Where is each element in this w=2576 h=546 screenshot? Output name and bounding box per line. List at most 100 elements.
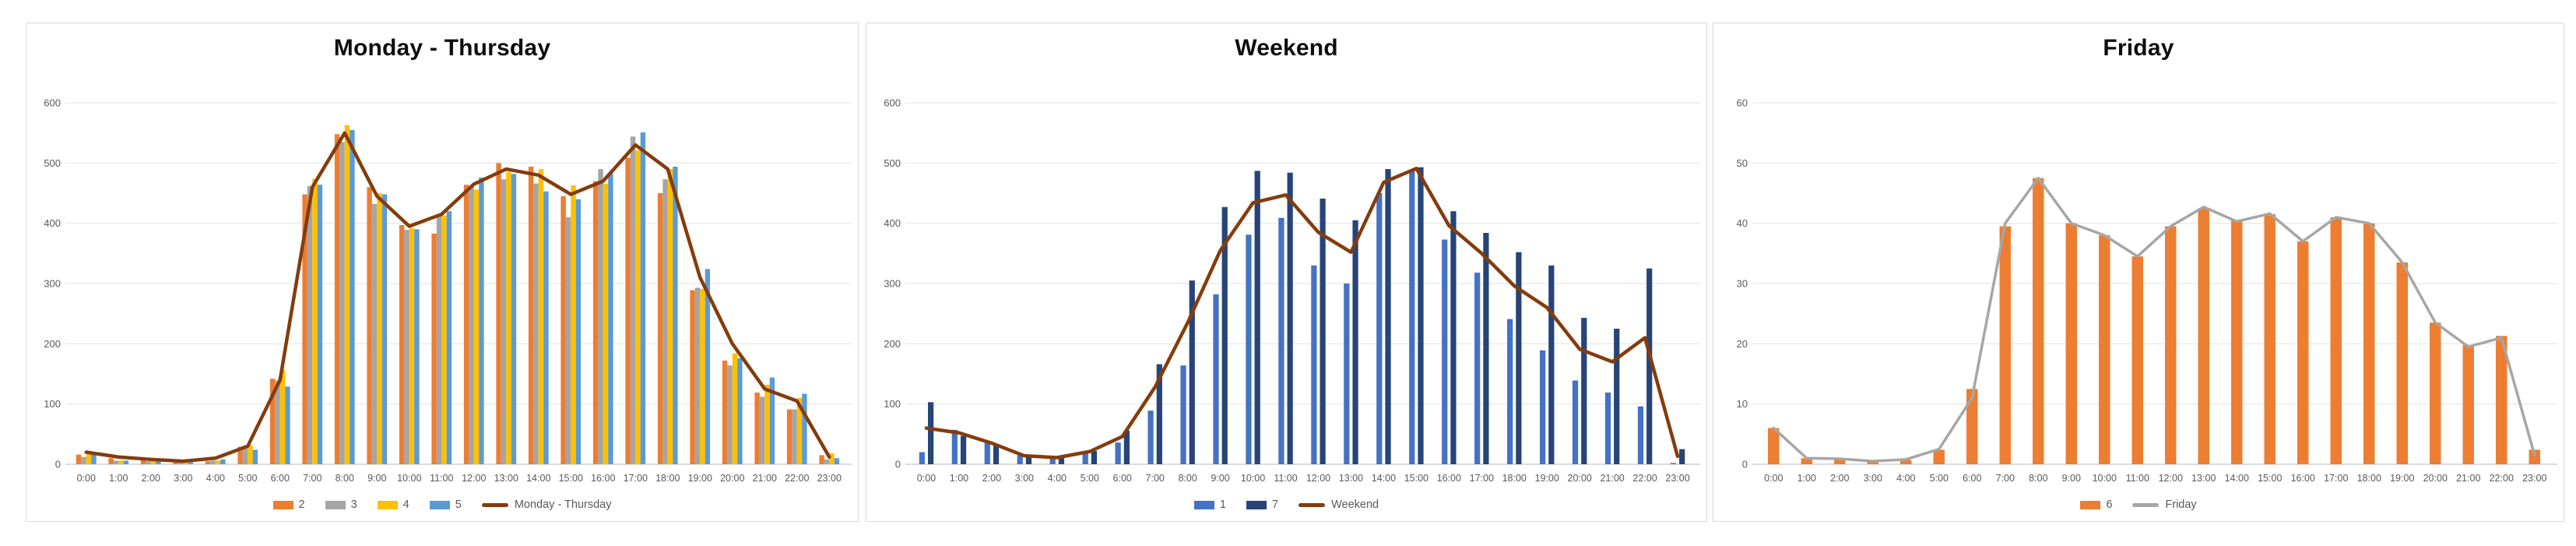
bar-series6-22:00 <box>2496 336 2507 464</box>
bar-series2-4:00 <box>205 461 211 464</box>
bar-series7-6:00 <box>1123 430 1130 464</box>
x-tick-label: 15:00 <box>2258 473 2282 484</box>
bar-series5-21:00 <box>769 377 775 464</box>
bar-series4-2:00 <box>150 461 156 464</box>
x-tick-label: 23:00 <box>817 473 842 484</box>
x-tick-label: 13:00 <box>2191 473 2216 484</box>
x-tick-label: 4:00 <box>1896 473 1915 484</box>
x-tick-label: 22:00 <box>1632 473 1657 484</box>
bar-series1-11:00 <box>1278 217 1284 464</box>
x-tick-label: 11:00 <box>2126 473 2149 484</box>
bar-series1-14:00 <box>1376 193 1383 464</box>
bar-series6-17:00 <box>2330 217 2342 464</box>
bar-series5-1:00 <box>123 460 129 464</box>
bar-series2-23:00 <box>819 455 824 464</box>
bar-series6-11:00 <box>2131 256 2143 464</box>
bar-series4-8:00 <box>344 125 350 464</box>
bar-series5-5:00 <box>252 449 258 464</box>
bar-series1-23:00 <box>1670 463 1677 464</box>
bar-series3-19:00 <box>694 287 701 464</box>
bar-series1-20:00 <box>1572 380 1579 464</box>
x-tick-label: 18:00 <box>2357 473 2381 484</box>
chart-title-weekend: Weekend <box>1235 35 1338 61</box>
bar-series3-14:00 <box>533 183 539 465</box>
x-tick-label: 9:00 <box>367 473 386 484</box>
bar-series5-9:00 <box>381 194 388 464</box>
chart-legend-friday: 6 Friday <box>1713 498 2564 511</box>
bar-series4-1:00 <box>118 460 124 464</box>
bar-series4-20:00 <box>732 353 738 464</box>
x-tick-label: 14:00 <box>2225 473 2249 484</box>
legend-bar-swatch <box>272 500 293 509</box>
x-tick-label: 8:00 <box>336 473 354 484</box>
bar-series3-17:00 <box>630 136 636 464</box>
x-tick-label: 17:00 <box>1470 473 1494 484</box>
bar-series5-16:00 <box>608 173 613 465</box>
y-tick-label: 0 <box>895 459 901 470</box>
bar-series1-5:00 <box>1082 452 1088 464</box>
x-tick-label: 22:00 <box>2490 473 2514 484</box>
line-series-Weekend <box>924 167 1680 460</box>
bar-series3-8:00 <box>339 142 345 464</box>
x-tick-label: 14:00 <box>1372 473 1396 484</box>
legend-line-swatch <box>1299 502 1326 507</box>
bar-series1-2:00 <box>984 442 990 464</box>
x-tick-label: 10:00 <box>397 473 421 484</box>
bar-series1-15:00 <box>1409 169 1415 464</box>
bar-series4-4:00 <box>215 460 221 464</box>
chart-plot-weekend: 0 100 200 300 400 500 600 0:00 1:00 2:00 3:00 4:00 5… <box>866 64 1706 497</box>
legend-bar-swatch <box>1193 500 1214 509</box>
x-tick-label: 1:00 <box>1798 473 1816 484</box>
x-tick-label: 0:00 <box>917 473 936 484</box>
bar-series3-16:00 <box>598 169 603 465</box>
x-tick-label: 3:00 <box>1864 473 1882 484</box>
bar-series3-21:00 <box>759 396 765 464</box>
bar-series2-15:00 <box>561 196 566 464</box>
legend-item-series-3: 3 <box>325 498 357 511</box>
x-tick-label: 1:00 <box>950 473 968 484</box>
y-tick-label: 200 <box>44 338 61 350</box>
bar-series6-0:00 <box>1768 428 1780 464</box>
bar-series3-3:00 <box>177 462 184 464</box>
bar-series3-4:00 <box>210 460 216 464</box>
bar-series2-5:00 <box>237 446 243 464</box>
x-tick-label: 2:00 <box>982 473 1001 484</box>
legend-label: Monday - Thursday <box>514 498 612 511</box>
chart-legend-weekend: 1 7 Weekend <box>866 498 1706 511</box>
chart-plot-friday: 0 10 20 30 40 50 60 0:00 1:00 2:00 3:00 4:00 5:00 6:0… <box>1713 64 2564 497</box>
bar-series5-2:00 <box>156 461 161 464</box>
x-tick-label: 16:00 <box>591 473 615 484</box>
x-tick-label: 12:00 <box>2159 473 2183 484</box>
bar-series6-5:00 <box>1933 449 1945 464</box>
y-tick-label: 500 <box>884 157 901 169</box>
bar-series6-9:00 <box>2065 223 2077 464</box>
x-tick-label: 15:00 <box>1404 473 1429 484</box>
x-tick-label: 19:00 <box>2390 473 2414 484</box>
bar-series6-21:00 <box>2462 344 2474 464</box>
bar-series4-7:00 <box>312 178 318 464</box>
bar-series1-16:00 <box>1442 239 1448 464</box>
x-tick-label: 20:00 <box>1568 473 1592 484</box>
y-tick-label: 0 <box>1742 459 1748 470</box>
bar-series7-11:00 <box>1287 172 1293 464</box>
x-tick-label: 23:00 <box>2522 473 2546 484</box>
x-tick-label: 9:00 <box>1211 473 1229 484</box>
bar-chart-svg: 0 100 200 300 400 500 600 0:00 1:00 2:00 3:00 4:00 5… <box>44 97 852 484</box>
bar-series2-7:00 <box>302 194 308 464</box>
bar-series5-15:00 <box>575 199 582 464</box>
bar-series2-19:00 <box>690 290 695 464</box>
x-tick-label: 10:00 <box>2093 473 2117 484</box>
bar-series2-17:00 <box>625 157 631 464</box>
bar-series4-19:00 <box>700 288 705 464</box>
y-tick-label: 100 <box>44 398 61 410</box>
bar-series5-13:00 <box>511 174 517 464</box>
legend-label: 7 <box>1272 498 1279 511</box>
x-tick-label: 15:00 <box>559 473 583 484</box>
bar-series7-5:00 <box>1091 450 1098 464</box>
bar-series5-10:00 <box>414 229 420 464</box>
legend-label: 1 <box>1219 498 1226 511</box>
bar-series3-5:00 <box>242 446 248 464</box>
legend-item-line-Friday: Friday <box>2132 498 2197 511</box>
bar-series7-3:00 <box>1025 456 1032 464</box>
x-tick-label: 8:00 <box>1178 473 1197 484</box>
